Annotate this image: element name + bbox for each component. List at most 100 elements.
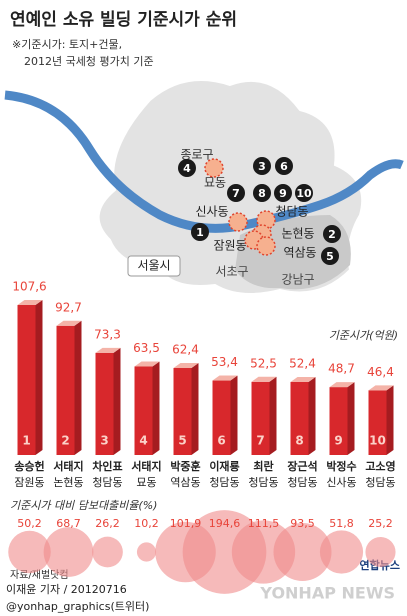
- bar-front: [212, 380, 231, 455]
- value-label: 53,4: [211, 355, 238, 369]
- bar-top: [134, 361, 160, 367]
- location-label: 청담동: [209, 476, 239, 489]
- value-label: 107,6: [12, 280, 46, 294]
- category-label: 박중훈: [170, 459, 200, 473]
- rank: 6: [217, 434, 225, 448]
- bar-top: [17, 300, 43, 305]
- bubble: [92, 536, 123, 568]
- rank: 4: [139, 434, 147, 448]
- map-label: 서초구: [215, 265, 248, 279]
- bubble: [319, 530, 364, 574]
- location-label: 잠원동: [14, 476, 44, 489]
- bar-side: [230, 375, 238, 455]
- bubble: [8, 530, 51, 574]
- location-dot: [204, 158, 224, 178]
- unit-label: 기준시가(억원): [329, 329, 398, 342]
- marker-number: 1: [196, 226, 204, 239]
- rank: 8: [295, 434, 303, 448]
- marker: [275, 157, 293, 175]
- bar: [17, 300, 43, 455]
- category-label: 박정수: [326, 459, 356, 473]
- bubble-label: 기준시가 대비 담보대출비율(%): [10, 499, 157, 512]
- value-label: 92,7: [55, 300, 82, 314]
- bar: [212, 375, 238, 455]
- bar-front: [290, 381, 309, 455]
- bubble-value: 10,2: [134, 517, 159, 530]
- bar-front: [251, 381, 270, 455]
- bubble-value: 194,6: [209, 517, 241, 530]
- marker-number: 3: [258, 160, 266, 173]
- bar: [329, 382, 355, 455]
- bubble-value: 51,8: [329, 517, 354, 530]
- category-label: 차인표: [92, 459, 122, 473]
- marker: [253, 157, 271, 175]
- subtitle: 2012년 국세청 평가치 기준: [24, 55, 154, 68]
- value-label: 48,7: [328, 362, 355, 376]
- twitter: @yonhap_graphics(트위터): [6, 600, 149, 613]
- marker: [295, 184, 313, 202]
- marker: [323, 225, 341, 243]
- map-label: 청담동: [275, 205, 308, 219]
- marker-number: 9: [279, 187, 287, 200]
- location-label: 청담동: [248, 476, 278, 489]
- map-label: 역삼동: [283, 246, 316, 260]
- watermark: YONHAP NEWS: [259, 584, 395, 603]
- rank: 3: [100, 434, 108, 448]
- bar: [173, 363, 199, 455]
- bar: [56, 320, 82, 455]
- bar-side: [74, 320, 82, 455]
- bar-top: [329, 382, 355, 388]
- bar: [290, 376, 316, 455]
- bar: [368, 385, 394, 455]
- subtitle: ※기준시가: 토지+건물,: [12, 38, 122, 51]
- bar-top: [251, 376, 277, 382]
- rank: 9: [334, 434, 342, 448]
- bar-side: [35, 300, 43, 455]
- bar-side: [152, 361, 160, 455]
- bar-top: [290, 376, 316, 382]
- credit: 이재윤 기자 / 20120716: [6, 583, 127, 596]
- category-label: 송승헌: [14, 459, 44, 473]
- map-label: 신사동: [195, 205, 228, 219]
- bar-front: [56, 325, 75, 455]
- bubble: [43, 527, 94, 577]
- bubble-value: 111,5: [248, 517, 280, 530]
- bar: [251, 376, 277, 455]
- marker: [191, 223, 209, 241]
- value-label: 73,3: [94, 327, 121, 341]
- location-dot: [228, 212, 248, 232]
- river: [4, 90, 404, 233]
- bubble: [136, 542, 157, 562]
- marker-number: 4: [183, 162, 191, 175]
- map-label: 묘동: [204, 176, 226, 190]
- bar-top: [56, 320, 82, 326]
- bar-top: [173, 363, 199, 369]
- value-label: 46,4: [367, 365, 394, 379]
- rank: 7: [256, 434, 264, 448]
- bar-side: [113, 347, 121, 455]
- marker-number: 8: [258, 187, 266, 200]
- bubble-value: 68,7: [56, 517, 81, 530]
- map-label: 논현동: [281, 227, 314, 241]
- seoul-box: [127, 255, 181, 277]
- rank: 2: [61, 434, 69, 448]
- bubble-value: 25,2: [368, 517, 393, 530]
- bar-front: [368, 390, 387, 455]
- category-label: 최란: [253, 459, 273, 473]
- bubble-value: 93,5: [290, 517, 315, 530]
- title: 연예인 소유 빌딩 기준시가 순위: [10, 10, 237, 30]
- location-label: 신사동: [326, 476, 356, 489]
- bubble-value: 50,2: [17, 517, 42, 530]
- location-dot: [256, 236, 276, 256]
- bar-side: [269, 376, 277, 455]
- marker: [253, 184, 271, 202]
- bar-top: [95, 347, 121, 353]
- rank: 5: [178, 434, 186, 448]
- rank: 1: [22, 434, 30, 448]
- bubble: [365, 536, 396, 568]
- bar-top: [212, 375, 238, 381]
- bubble: [273, 522, 332, 582]
- location-label: 논현동: [53, 476, 83, 489]
- marker-number: 7: [232, 187, 240, 200]
- location-label: 역삼동: [170, 476, 200, 489]
